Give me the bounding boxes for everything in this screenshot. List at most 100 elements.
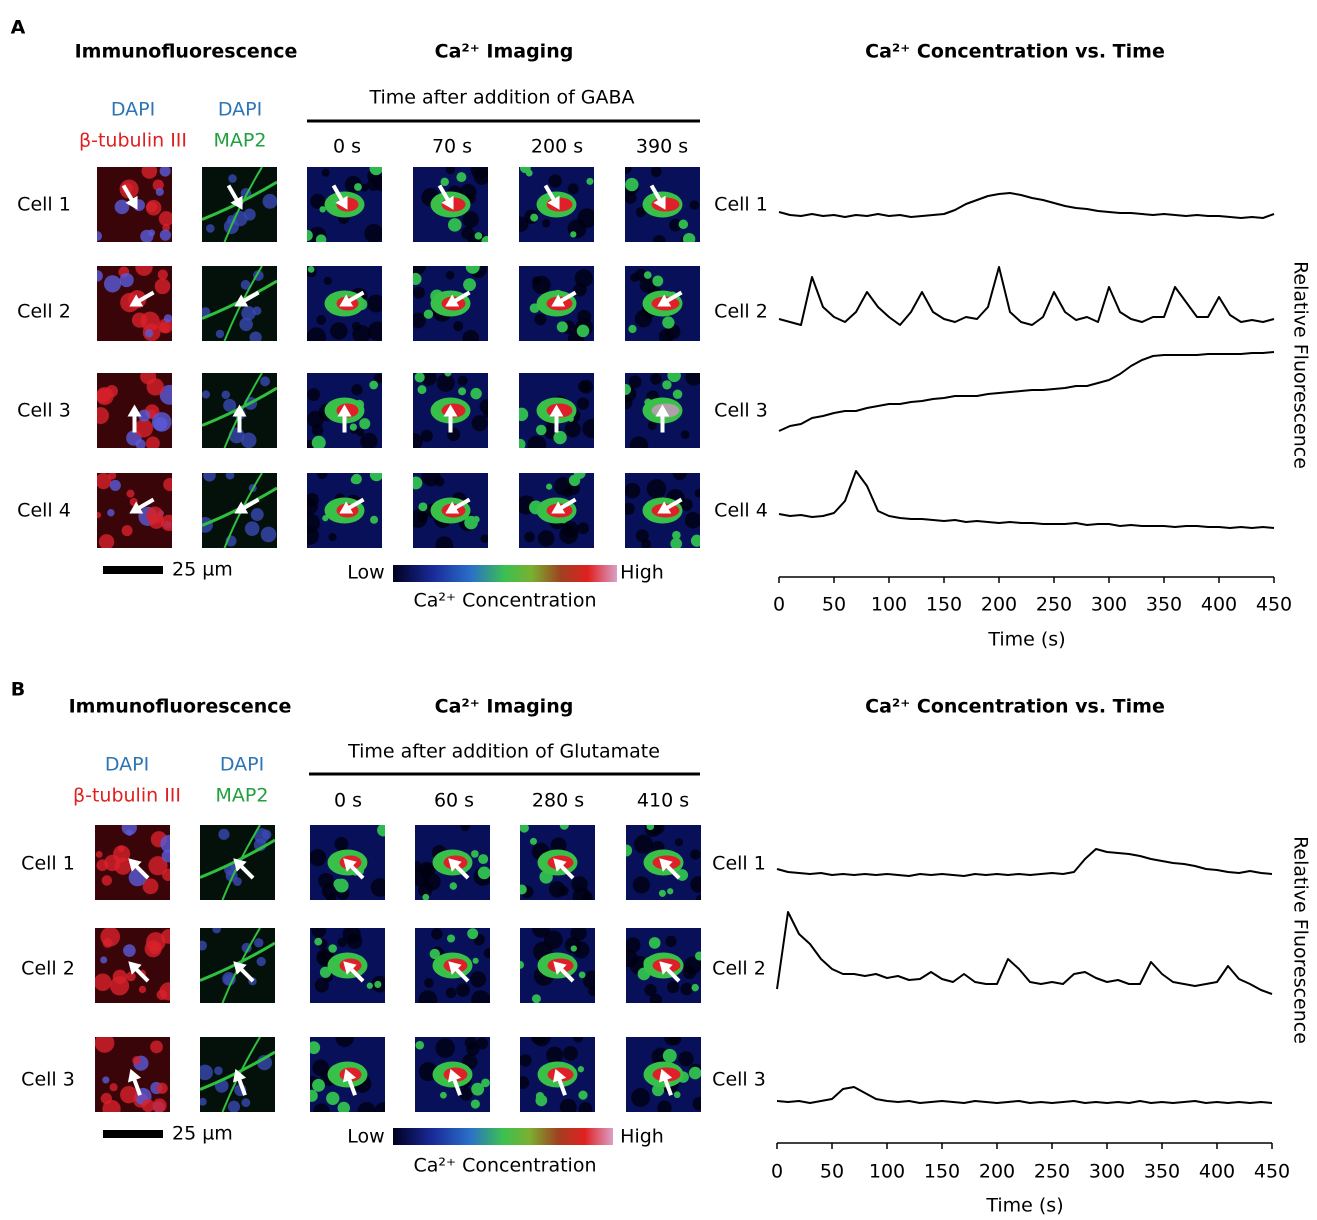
dark-patch (307, 327, 326, 346)
stain-blob (92, 231, 102, 241)
nucleus (206, 224, 215, 233)
dark-patch (312, 1059, 329, 1076)
time-label: 60 s (434, 790, 474, 812)
dark-patch (673, 466, 687, 480)
stain-blob (150, 1040, 163, 1053)
nucleus (228, 174, 237, 183)
stain-blob (126, 829, 133, 836)
stain-blob (152, 1098, 166, 1112)
signal (471, 1083, 484, 1096)
signal (535, 1095, 547, 1107)
x-tick-label: 100 (871, 594, 907, 616)
x-tick-label: 200 (979, 1161, 1015, 1183)
x-tick-label: 350 (1144, 1161, 1180, 1183)
stain-blob (104, 275, 121, 292)
stain-blob (110, 1083, 118, 1091)
stain-blob (108, 471, 116, 479)
signal (578, 1066, 584, 1072)
y-axis-label: Relative Fluorescence (1290, 261, 1312, 469)
dark-patch (437, 374, 455, 392)
stain-blob (162, 849, 175, 862)
dark-patch (458, 376, 468, 386)
dark-patch (315, 978, 329, 992)
dark-patch (531, 1029, 546, 1044)
dark-patch (465, 1037, 477, 1049)
dark-patch (681, 430, 690, 439)
dark-patch (630, 273, 639, 282)
nucleus (261, 527, 277, 543)
stain-blob (158, 270, 168, 280)
stain-blob (140, 230, 153, 243)
signal (471, 1099, 480, 1108)
dark-patch (675, 838, 683, 846)
nucleus (212, 925, 221, 934)
dark-patch (619, 161, 632, 174)
x-tick-label: 300 (1089, 1161, 1125, 1183)
stain-blob (102, 1076, 109, 1083)
nucleus (226, 471, 235, 480)
signal (326, 1092, 339, 1105)
signal (571, 945, 577, 951)
signal (367, 983, 373, 989)
dark-patch (573, 1032, 583, 1042)
colorbar-low: Low (347, 1126, 384, 1148)
dark-patch (364, 224, 383, 243)
signal (338, 1102, 351, 1115)
nucleus (197, 1065, 213, 1081)
signal (370, 516, 378, 524)
dark-patch (343, 925, 361, 943)
signal (673, 390, 682, 399)
signal (536, 425, 546, 435)
series-label: Cell 2 (714, 301, 768, 323)
nucleus (218, 829, 229, 840)
dark-patch (678, 1051, 693, 1066)
micrograph (300, 468, 383, 548)
dark-patch (577, 208, 597, 228)
nucleus (216, 330, 224, 338)
subtitle: Time after addition of Glutamate (347, 741, 660, 763)
dark-patch (368, 321, 387, 340)
dark-patch (446, 165, 455, 174)
signal (475, 232, 483, 240)
stain-blob (110, 480, 121, 491)
dark-patch (431, 928, 442, 939)
signal (546, 484, 552, 490)
dark-patch (653, 235, 666, 248)
signal (424, 310, 433, 319)
stain-blob (122, 525, 133, 536)
stain-blob (120, 1086, 137, 1103)
signal (683, 233, 695, 245)
signal (463, 278, 476, 291)
section-title: Immunofluorescence (69, 696, 292, 718)
signal (649, 937, 661, 949)
trace (779, 352, 1274, 431)
dark-patch (568, 183, 579, 194)
colorbar-high: High (620, 1126, 664, 1148)
signal (354, 183, 362, 191)
dark-patch (625, 192, 637, 204)
dark-patch (527, 436, 546, 455)
stain-blob (161, 515, 177, 531)
signal (415, 372, 425, 382)
trace (777, 1087, 1272, 1103)
stain-label: DAPI (220, 754, 264, 776)
signal (519, 823, 528, 832)
time-label: 0 s (334, 790, 362, 812)
signal (578, 1091, 587, 1100)
signal (374, 981, 381, 988)
signal (691, 984, 698, 991)
signal (557, 321, 568, 332)
time-label: 0 s (333, 136, 361, 158)
signal (667, 369, 681, 383)
dark-patch (460, 822, 470, 832)
dark-patch (577, 522, 589, 534)
signal (307, 1041, 320, 1054)
dark-patch (419, 862, 435, 878)
series-label: Cell 2 (712, 958, 766, 980)
dark-patch (579, 380, 593, 394)
signal (647, 823, 655, 831)
dark-patch (360, 433, 377, 450)
nucleus (245, 521, 260, 536)
dark-patch (316, 315, 326, 325)
dark-patch (532, 277, 540, 285)
